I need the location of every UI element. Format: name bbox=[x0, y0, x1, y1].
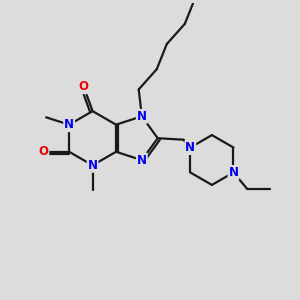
Text: O: O bbox=[38, 145, 48, 158]
Text: N: N bbox=[229, 166, 238, 179]
Text: N: N bbox=[137, 154, 147, 166]
Text: N: N bbox=[185, 141, 195, 154]
Text: N: N bbox=[88, 159, 98, 172]
Text: N: N bbox=[64, 118, 74, 131]
Text: O: O bbox=[79, 80, 89, 93]
Text: N: N bbox=[137, 110, 147, 123]
